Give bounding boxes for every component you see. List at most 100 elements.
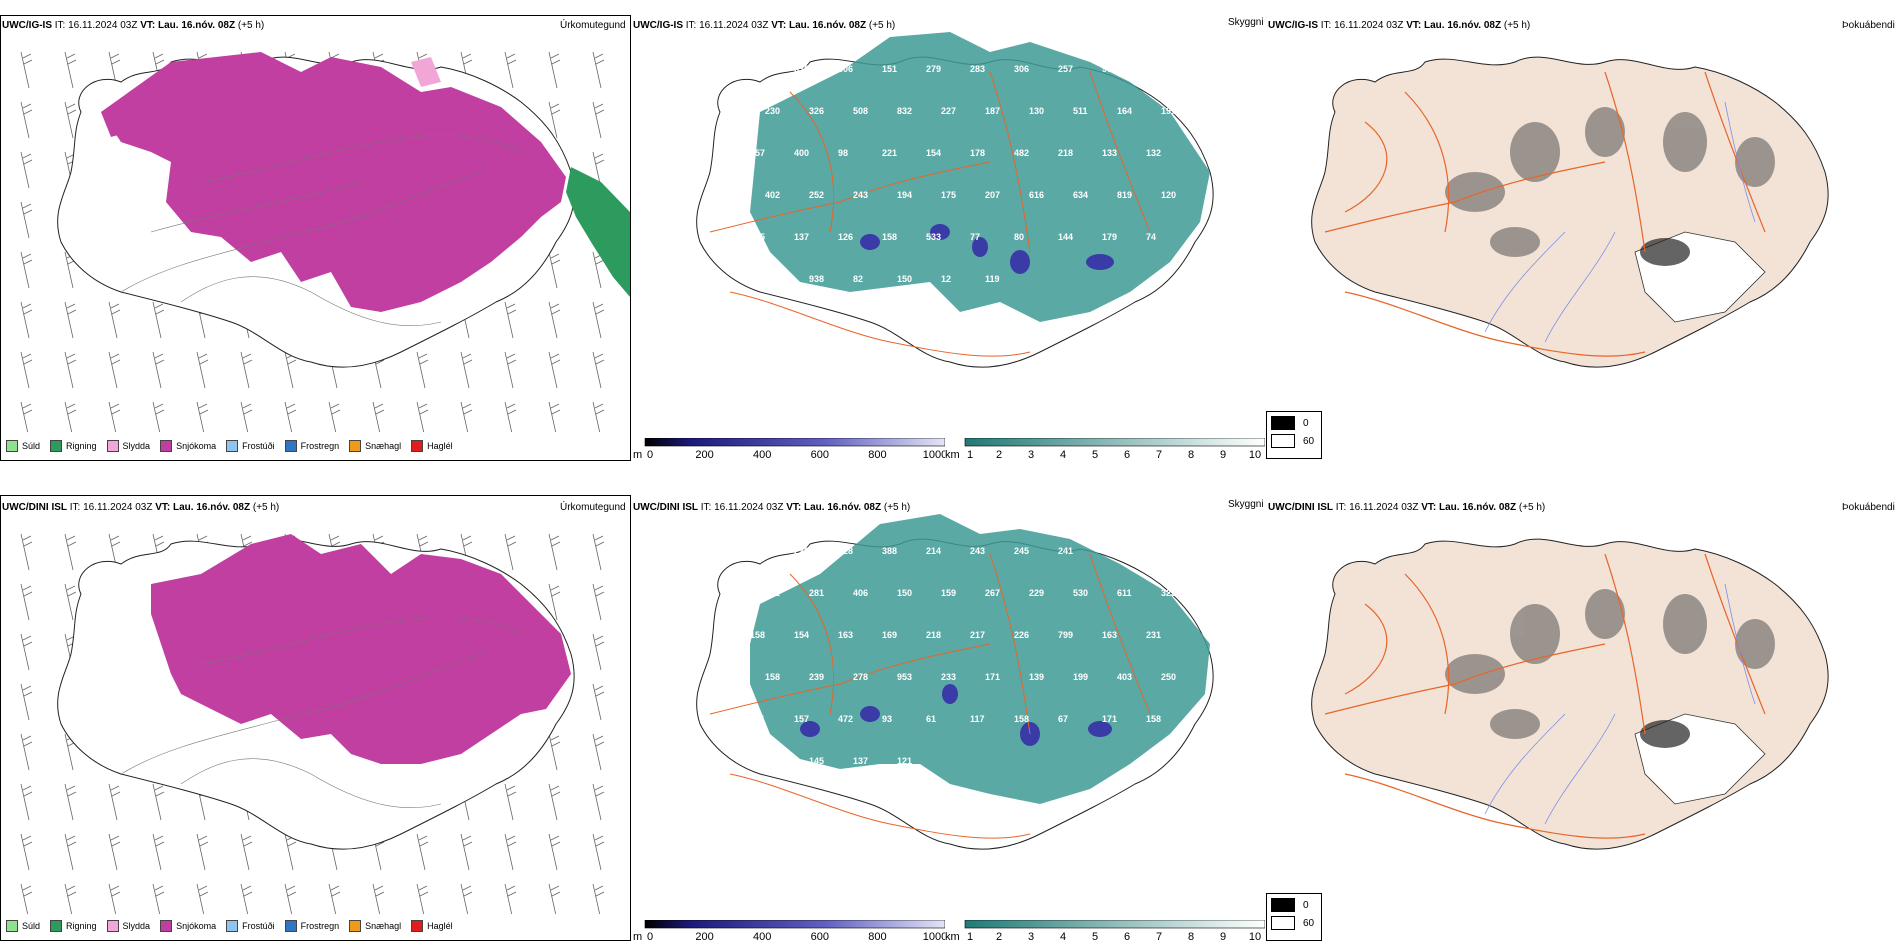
row-2: UWC/DINI ISL IT: 16.11.2024 03Z VT: Lau.… bbox=[0, 480, 1900, 950]
vis-colorbar: km 1 2 3 4 5 6 7 8 9 10 bbox=[945, 438, 1265, 461]
peak-label: 511 bbox=[1073, 106, 1088, 116]
model-name: UWC/IG-IS bbox=[633, 20, 683, 31]
peak-label: 217 bbox=[970, 630, 985, 640]
vt-time: Lau. 16.nóv. 08Z bbox=[158, 20, 236, 31]
peak-label: 67 bbox=[1058, 714, 1068, 724]
fog-panel-title: Þokuábendi bbox=[1842, 502, 1895, 513]
colorbar-tick: 0 bbox=[647, 449, 653, 461]
fog-legend-label: 60 bbox=[1303, 917, 1315, 929]
peak-label: 82 bbox=[853, 274, 863, 284]
vt-label: VT: bbox=[155, 502, 171, 513]
fog-legend-item: 60 bbox=[1271, 916, 1317, 930]
fog-legend-swatch bbox=[1271, 916, 1295, 930]
wind-barb bbox=[196, 833, 209, 871]
legend-swatch bbox=[6, 440, 18, 452]
legend-swatch bbox=[106, 920, 119, 932]
peak-label: 130 bbox=[1029, 106, 1044, 116]
lead-time: (+5 h) bbox=[868, 20, 896, 31]
lead-time: (+5 h) bbox=[252, 502, 280, 513]
fog-shading bbox=[1445, 589, 1775, 739]
peak-label: 264 bbox=[750, 546, 765, 556]
it-label: IT: bbox=[1320, 20, 1332, 31]
it-time: 16.11.2024 03Z bbox=[714, 502, 784, 513]
wind-barb bbox=[20, 301, 33, 339]
wind-barb bbox=[108, 783, 121, 821]
peak-label: 144 bbox=[765, 274, 780, 284]
colorbar-tick: 800 bbox=[868, 449, 886, 461]
legend-item: Rigning bbox=[50, 920, 97, 932]
vis-panel-header: UWC/DINI ISL IT: 16.11.2024 03Z VT: Lau.… bbox=[633, 502, 910, 513]
peak-label: 953 bbox=[897, 672, 912, 682]
wind-barb bbox=[108, 883, 121, 914]
wind-barb bbox=[416, 401, 429, 432]
wind-barb bbox=[592, 301, 605, 339]
peak-label: 533 bbox=[926, 232, 941, 242]
peak-label: 938 bbox=[809, 274, 824, 284]
colorbar-tick: 4 bbox=[1060, 931, 1066, 943]
rivers bbox=[1484, 101, 1756, 343]
vis-map: 203 336 306 151 279 283 306 257 964 208 230 326 508 8… bbox=[696, 32, 1214, 368]
legend-swatch bbox=[226, 440, 239, 452]
height-ticks: 0 200 400 600 800 1000 bbox=[647, 449, 945, 461]
legend-label: Slydda bbox=[122, 921, 151, 931]
colorbar-tick: 8 bbox=[1188, 931, 1194, 943]
wind-barb bbox=[20, 683, 33, 721]
wind-barb bbox=[284, 883, 297, 914]
colorbar-tick: 2 bbox=[996, 931, 1002, 943]
model-name: UWC/DINI ISL bbox=[2, 502, 67, 513]
wind-barb bbox=[548, 783, 561, 821]
wind-barb bbox=[20, 251, 33, 289]
fog-legend-label: 60 bbox=[1303, 435, 1315, 447]
wind-barb bbox=[416, 833, 429, 871]
peak-label: 472 bbox=[838, 714, 853, 724]
wind-barb bbox=[64, 833, 77, 871]
colorbar-tick: 5 bbox=[1092, 449, 1098, 461]
peak-label: 328 bbox=[838, 546, 853, 556]
colorbar-tick: 2 bbox=[996, 449, 1002, 461]
colorbar-tick: 4 bbox=[1060, 449, 1066, 461]
wind-barb bbox=[592, 583, 605, 621]
wind-barb bbox=[592, 733, 605, 771]
wind-barb bbox=[20, 583, 33, 621]
legend-swatch bbox=[226, 920, 239, 932]
peak-label: 241 bbox=[1058, 546, 1073, 556]
wind-barb bbox=[504, 883, 517, 914]
peak-label: 616 bbox=[1029, 190, 1044, 200]
peak-label: 245 bbox=[1014, 546, 1029, 556]
peak-label: 199 bbox=[1073, 672, 1088, 682]
vis-unit: km bbox=[945, 449, 960, 461]
legend-swatch bbox=[106, 440, 119, 452]
wind-barb bbox=[460, 351, 473, 389]
peak-label: 267 bbox=[985, 588, 1000, 598]
fog-legend-label: 0 bbox=[1303, 899, 1309, 911]
wind-barb bbox=[504, 833, 517, 871]
legend-item: Rigning bbox=[50, 440, 97, 452]
colorbar-tick: 1000 bbox=[923, 449, 945, 461]
wind-barb bbox=[108, 301, 121, 339]
peak-label: 77 bbox=[970, 232, 980, 242]
colorbar-tick: 10 bbox=[1249, 449, 1261, 461]
height-ticks: 0 200 400 600 800 1000 bbox=[647, 931, 945, 943]
peak-label: 278 bbox=[853, 672, 868, 682]
peak-label: 326 bbox=[809, 106, 824, 116]
fog-shading bbox=[1445, 107, 1775, 257]
wind-barb bbox=[284, 401, 297, 432]
it-time: 16.11.2024 03Z bbox=[68, 20, 138, 31]
wind-barb bbox=[64, 351, 77, 389]
fog-map bbox=[1311, 56, 1829, 368]
legend-swatch bbox=[284, 920, 297, 932]
precip-panel-header: UWC/IG-IS IT: 16.11.2024 03Z VT: Lau. 16… bbox=[2, 20, 264, 31]
peak-label: 87 bbox=[765, 756, 775, 766]
peak-label: 530 bbox=[1073, 588, 1088, 598]
wind-barb bbox=[20, 151, 33, 189]
peak-label: 230 bbox=[765, 106, 780, 116]
wind-barb bbox=[504, 351, 517, 389]
peak-label: 229 bbox=[794, 546, 809, 556]
legend-swatch bbox=[6, 920, 18, 932]
peak-label: 221 bbox=[882, 148, 897, 158]
peak-labels: 264 229 328 388 214 243 245 241 144 760 602 281 406 1… bbox=[750, 546, 1176, 766]
peak-label: 179 bbox=[1102, 232, 1117, 242]
peak-label: 144 bbox=[1058, 232, 1073, 242]
peak-label: 306 bbox=[1014, 64, 1029, 74]
wind-barb bbox=[152, 351, 165, 389]
